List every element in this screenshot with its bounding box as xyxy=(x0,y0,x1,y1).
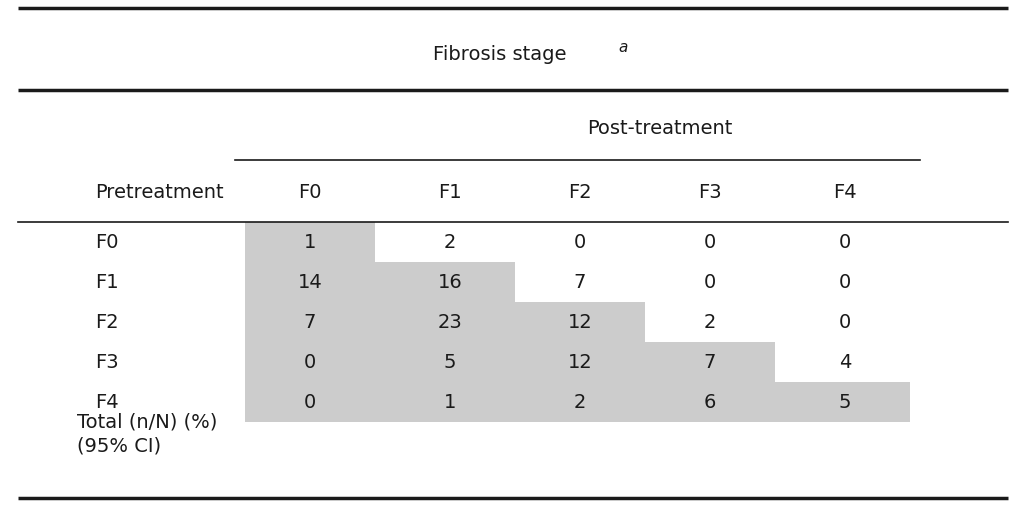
Text: F1: F1 xyxy=(95,272,119,291)
Text: F4: F4 xyxy=(95,393,119,412)
Text: 4: 4 xyxy=(839,353,851,372)
Text: 23: 23 xyxy=(437,313,463,332)
Bar xyxy=(245,262,515,302)
Text: 1: 1 xyxy=(304,232,316,251)
Text: 14: 14 xyxy=(298,272,323,291)
Text: Total (n/N) (%): Total (n/N) (%) xyxy=(77,413,217,431)
Text: 0: 0 xyxy=(703,232,716,251)
Text: F2: F2 xyxy=(95,313,119,332)
Text: 1: 1 xyxy=(443,393,456,412)
Text: F0: F0 xyxy=(95,232,119,251)
Bar xyxy=(245,302,645,342)
Text: 0: 0 xyxy=(839,272,851,291)
Text: F4: F4 xyxy=(834,183,857,203)
Text: 0: 0 xyxy=(839,232,851,251)
Text: F1: F1 xyxy=(438,183,462,203)
Text: Fibrosis stage: Fibrosis stage xyxy=(433,46,566,64)
Text: 12: 12 xyxy=(567,353,592,372)
Text: 0: 0 xyxy=(304,353,316,372)
Bar xyxy=(245,382,910,422)
Text: 5: 5 xyxy=(839,393,851,412)
Text: Post-treatment: Post-treatment xyxy=(588,119,733,138)
Text: 0: 0 xyxy=(304,393,316,412)
Text: F3: F3 xyxy=(698,183,722,203)
Text: F0: F0 xyxy=(298,183,322,203)
Text: 0: 0 xyxy=(703,272,716,291)
Text: F2: F2 xyxy=(568,183,592,203)
Text: 2: 2 xyxy=(443,232,456,251)
Bar xyxy=(245,342,775,382)
Text: 0: 0 xyxy=(573,232,586,251)
Text: (95% CI): (95% CI) xyxy=(77,436,161,455)
Text: 5: 5 xyxy=(443,353,457,372)
Text: 0: 0 xyxy=(839,313,851,332)
Text: 7: 7 xyxy=(703,353,716,372)
Text: 7: 7 xyxy=(304,313,316,332)
Text: 2: 2 xyxy=(703,313,716,332)
Bar xyxy=(245,222,375,262)
Text: 6: 6 xyxy=(703,393,716,412)
Text: 2: 2 xyxy=(573,393,586,412)
Text: Pretreatment: Pretreatment xyxy=(95,183,223,203)
Text: 12: 12 xyxy=(567,313,592,332)
Text: 16: 16 xyxy=(437,272,463,291)
Text: 7: 7 xyxy=(573,272,586,291)
Text: F3: F3 xyxy=(95,353,119,372)
Text: a: a xyxy=(618,40,628,54)
